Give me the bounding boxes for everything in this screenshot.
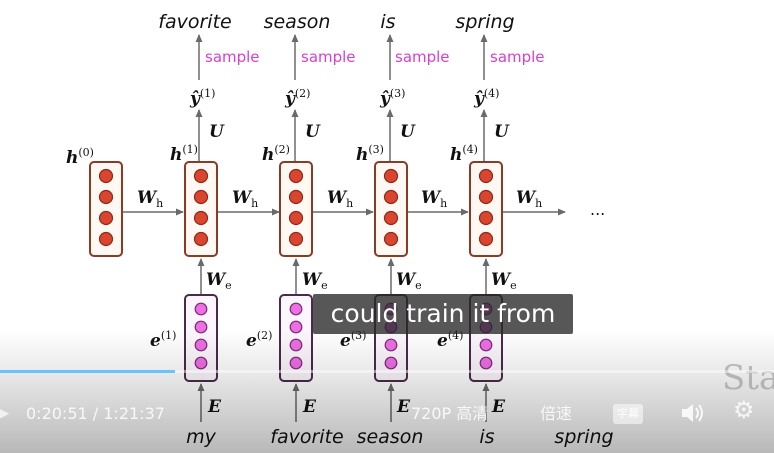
- input-word-3: season: [357, 426, 424, 448]
- output-projection-arrows: [195, 109, 488, 162]
- sample-arrows: [195, 34, 488, 80]
- speed-button[interactable]: 倍速: [540, 404, 573, 423]
- We-label-1: We: [206, 270, 232, 292]
- volume-icon[interactable]: [680, 401, 706, 425]
- U-label-3: U: [400, 122, 416, 142]
- progress-fill: [0, 370, 175, 373]
- e-label-1: e(1): [150, 329, 176, 351]
- embedding-to-hidden-arrows: [197, 258, 490, 294]
- quality-button[interactable]: 720P 高清: [411, 404, 489, 423]
- h-label-2: h(2): [262, 143, 290, 165]
- input-embedding-arrows: [197, 383, 490, 422]
- e-label-2: e(2): [246, 329, 272, 351]
- embedding-1: [184, 294, 218, 382]
- input-word-2: favorite: [270, 426, 343, 448]
- E-label-1: E: [207, 397, 222, 417]
- subtitle-caption: could train it from: [313, 294, 573, 334]
- hidden-state-4: [469, 161, 503, 257]
- h-label-0: h(0): [66, 146, 94, 168]
- settings-icon[interactable]: ⚙: [733, 396, 755, 424]
- hidden-state-3: [374, 161, 408, 257]
- output-word-3: is: [380, 11, 395, 33]
- time-display: 0:20:51 / 1:21:37: [26, 404, 165, 423]
- We-label-2: We: [302, 270, 328, 292]
- progress-bar[interactable]: [0, 370, 774, 373]
- E-label-3: E: [396, 397, 411, 417]
- output-word-1: favorite: [158, 11, 231, 33]
- h-label-1: h(1): [170, 143, 198, 165]
- U-label-2: U: [305, 122, 321, 142]
- h-label-3: h(3): [356, 143, 384, 165]
- h-label-4: h(4): [450, 143, 478, 165]
- play-icon[interactable]: ▶: [0, 400, 10, 424]
- sample-label-1: sample: [205, 48, 260, 66]
- output-word-2: season: [264, 11, 331, 33]
- subtitle-button[interactable]: 字幕: [613, 404, 643, 424]
- sample-label-3: sample: [395, 48, 450, 66]
- yhat-label-3: ŷ(3): [379, 87, 405, 109]
- input-word-4: is: [479, 426, 494, 448]
- E-label-2: E: [302, 397, 317, 417]
- sample-label-2: sample: [301, 48, 356, 66]
- Wh-label-2: Wh: [232, 188, 258, 210]
- output-word-4: spring: [455, 11, 514, 33]
- Wh-label-5: Wh: [516, 188, 542, 210]
- input-word-1: my: [186, 426, 217, 448]
- Wh-label-4: Wh: [421, 188, 447, 210]
- hidden-state-2: [279, 161, 313, 257]
- yhat-label-1: ŷ(1): [189, 87, 215, 109]
- sample-label-4: sample: [490, 48, 545, 66]
- Wh-label-3: Wh: [327, 188, 353, 210]
- yhat-label-2: ŷ(2): [284, 87, 310, 109]
- U-label-4: U: [494, 122, 510, 142]
- yhat-label-4: ŷ(4): [473, 87, 499, 109]
- hidden-state-0: [89, 161, 123, 257]
- We-label-4: We: [491, 270, 517, 292]
- We-label-3: We: [396, 270, 422, 292]
- embedding-2: [279, 294, 313, 382]
- ellipsis: ...: [590, 200, 605, 219]
- U-label-1: U: [209, 122, 225, 142]
- hidden-state-1: [184, 161, 218, 257]
- Wh-label-1: Wh: [137, 188, 163, 210]
- slide-watermark: Sta: [722, 358, 774, 398]
- E-label-4: E: [491, 397, 506, 417]
- input-word-5: spring: [554, 426, 613, 448]
